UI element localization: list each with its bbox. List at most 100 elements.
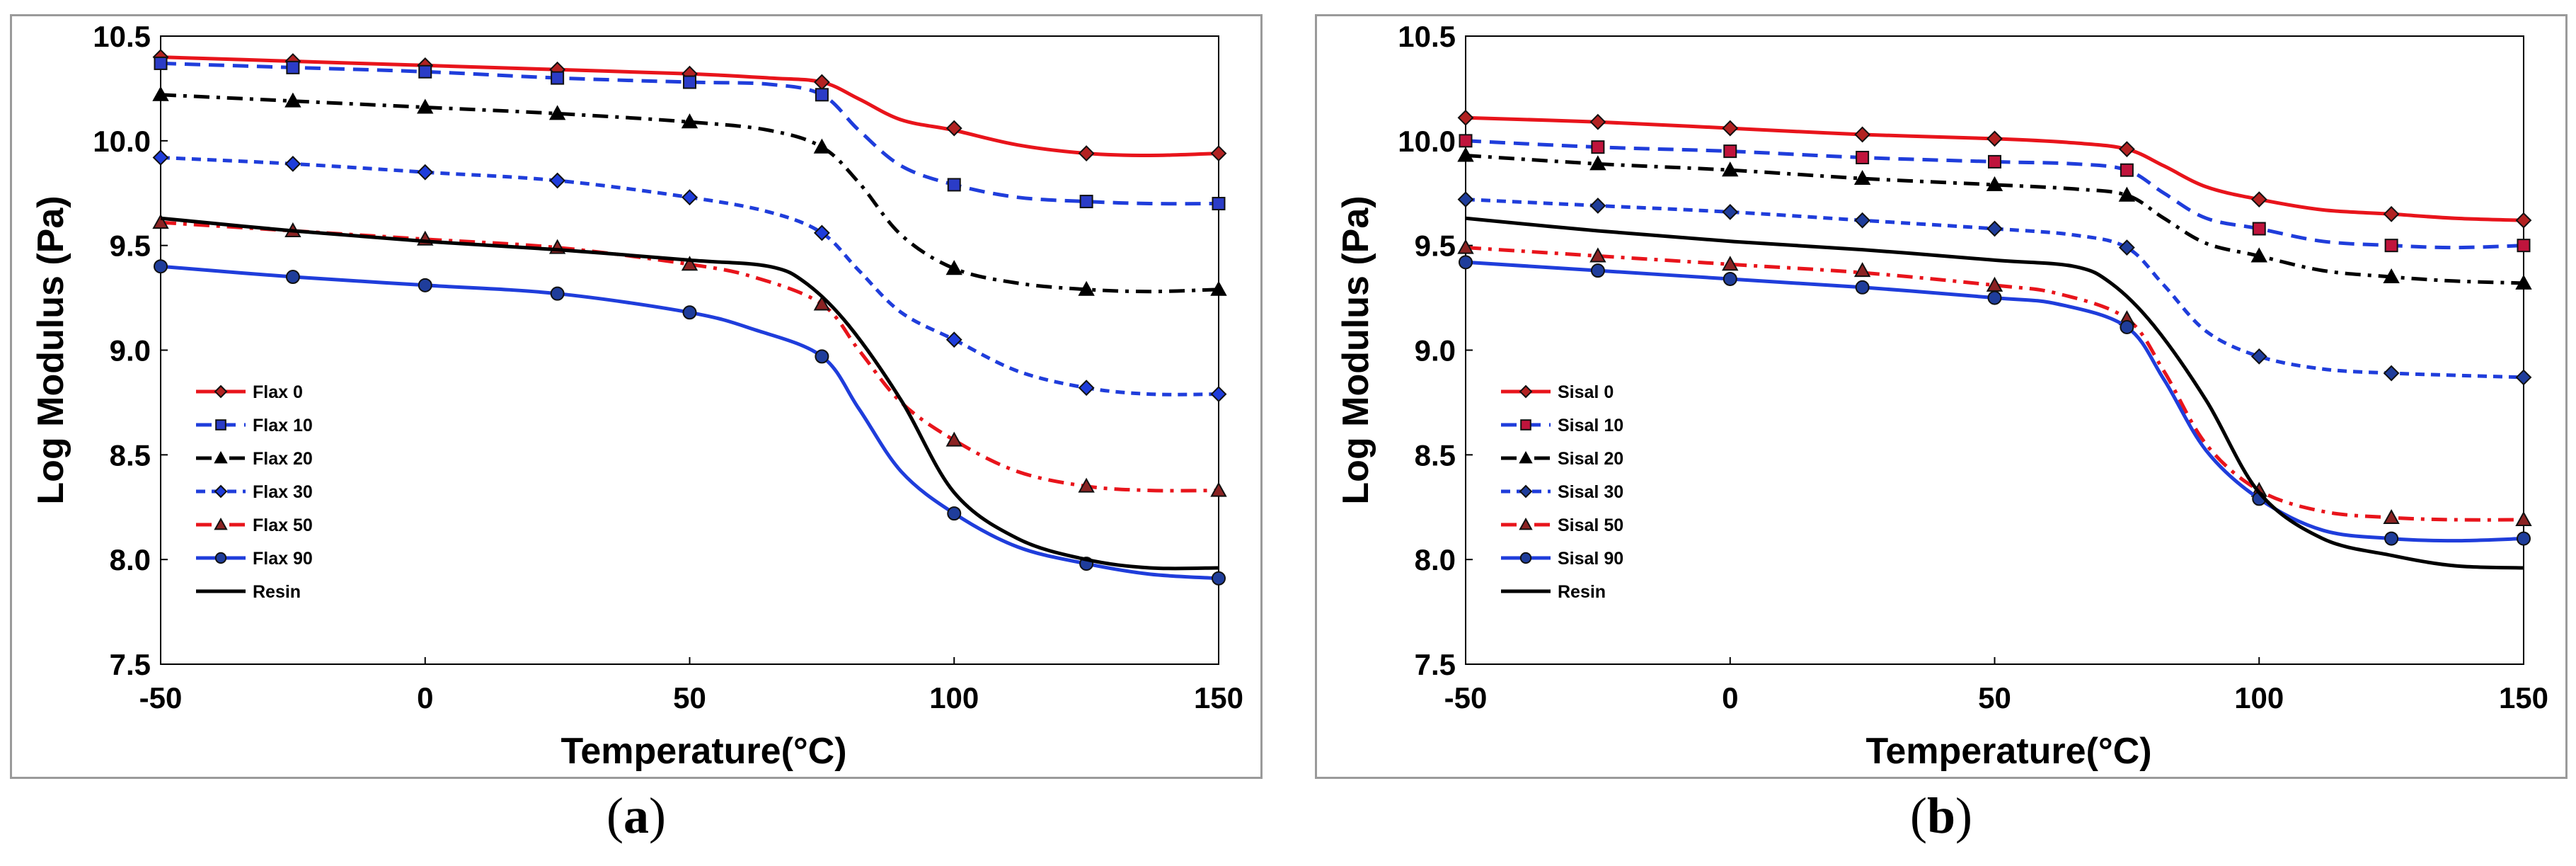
data-point: [1079, 195, 1093, 209]
legend-label: Flax 50: [253, 515, 313, 535]
data-point: [152, 149, 169, 166]
legend-label: Flax 20: [253, 449, 313, 469]
data-point: [418, 64, 432, 79]
series-sisal-10: [1459, 134, 2531, 253]
data-point: [2383, 508, 2400, 525]
legend-marker: [1519, 450, 1533, 464]
series-line: [160, 216, 1219, 571]
data-point: [549, 172, 566, 189]
data-point: [1589, 198, 1606, 214]
data-point: [1986, 220, 2003, 237]
data-point: [2515, 212, 2532, 229]
data-point: [154, 259, 168, 274]
data-point: [1986, 176, 2003, 191]
series-line: [1465, 216, 2524, 570]
y-tick-label: 8.0: [1415, 543, 1456, 576]
data-point: [815, 349, 829, 364]
data-point: [418, 278, 432, 292]
data-point: [1723, 144, 1737, 159]
chart-b-svg: 7.5 8.0 8.5 9.0 9.5 10.0 10.5 -50 0 50 100 150 Tempe…: [1335, 20, 2548, 772]
legend-label: Flax 10: [253, 416, 313, 435]
data-point: [417, 164, 434, 181]
y-tick-label: 9.0: [110, 334, 151, 368]
data-point: [945, 331, 962, 348]
series-line: [160, 156, 1219, 397]
data-point: [813, 74, 830, 91]
data-point: [548, 105, 566, 120]
data-point: [2252, 222, 2266, 236]
chart-a-svg: 7.5 8.0 8.5 9.0 9.5 10.0 10.5 -50 0 50 100 150 Tempe…: [30, 20, 1243, 772]
data-point: [1457, 147, 1474, 162]
legend-marker: [214, 384, 228, 399]
data-point: [1210, 386, 1227, 403]
data-point: [2120, 163, 2134, 177]
data-point: [1722, 203, 1739, 220]
data-point: [154, 56, 168, 70]
series-line: [1465, 154, 2524, 285]
data-point: [2517, 239, 2531, 253]
data-point: [1078, 280, 1095, 296]
legend-label: Sisal 30: [1558, 482, 1623, 502]
y-tick-label: 9.0: [1415, 334, 1456, 368]
legend-item: Flax 30: [196, 482, 313, 502]
y-tick-label: 8.5: [110, 438, 151, 472]
series-line: [1465, 139, 2524, 250]
x-tick-label: 100: [929, 681, 979, 714]
y-tick-label: 8.0: [110, 543, 151, 576]
data-point: [2118, 141, 2135, 158]
data-point: [813, 295, 831, 311]
x-axis-title: Temperature(°C): [1865, 731, 2151, 772]
series-sisal-0: [1457, 109, 2532, 229]
data-point: [2517, 531, 2531, 546]
data-point: [1210, 145, 1227, 161]
legend: Sisal 0 Sisal 10 Sisal 20 Sisal 30 Sisal 50 S…: [1501, 382, 1623, 602]
series-sisal-20: [1457, 147, 2532, 290]
data-point: [1459, 255, 1473, 270]
data-point: [2383, 205, 2400, 222]
data-point: [152, 214, 169, 229]
data-point: [1722, 256, 1739, 271]
data-point: [1212, 197, 1226, 211]
data-point: [1853, 262, 1871, 278]
series-flax-50: [152, 214, 1227, 497]
data-point: [1210, 482, 1227, 497]
data-point: [947, 178, 961, 192]
data-point: [945, 120, 962, 137]
legend-label: Sisal 10: [1558, 416, 1623, 435]
legend-item: Flax 50: [196, 515, 313, 535]
data-point: [945, 260, 962, 275]
y-tick-label: 8.5: [1415, 438, 1456, 472]
data-point: [682, 305, 697, 320]
y-tick-label: 10.5: [1398, 20, 1456, 53]
legend: Flax 0 Flax 10 Flax 20 Flax 30 Flax 50 Flax 9…: [196, 382, 313, 602]
x-tick-label: 150: [1194, 681, 1243, 714]
data-point: [1210, 280, 1227, 296]
caption-a: (a): [606, 787, 666, 844]
legend-item: Flax 10: [196, 416, 313, 435]
data-point: [2515, 511, 2532, 526]
data-point: [2250, 348, 2267, 365]
legend-label: Flax 30: [253, 482, 313, 502]
chart-panel-a: 7.5 8.0 8.5 9.0 9.5 10.0 10.5 -50 0 50 100 150 Tempe…: [10, 14, 1263, 779]
x-tick-label: 50: [673, 681, 706, 714]
data-point: [1723, 271, 1737, 286]
legend-marker: [1519, 384, 1533, 399]
data-point: [813, 224, 830, 241]
data-point: [2383, 365, 2400, 382]
y-tick-label: 10.0: [1398, 125, 1456, 158]
series-flax-10: [154, 56, 1226, 211]
data-point: [2118, 239, 2135, 256]
data-point: [1854, 126, 1871, 143]
data-point: [815, 88, 829, 102]
legend-item: Sisal 30: [1501, 482, 1623, 502]
data-point: [2384, 239, 2398, 253]
data-point: [286, 60, 300, 74]
data-point: [1987, 290, 2002, 305]
data-point: [2120, 319, 2134, 334]
x-tick-label: 50: [1978, 681, 2011, 714]
data-point: [1988, 154, 2001, 169]
series-flax-20: [152, 86, 1227, 296]
series-resin: [160, 216, 1219, 571]
legend-item: Sisal 20: [1501, 449, 1623, 469]
series-line: [160, 220, 1219, 493]
